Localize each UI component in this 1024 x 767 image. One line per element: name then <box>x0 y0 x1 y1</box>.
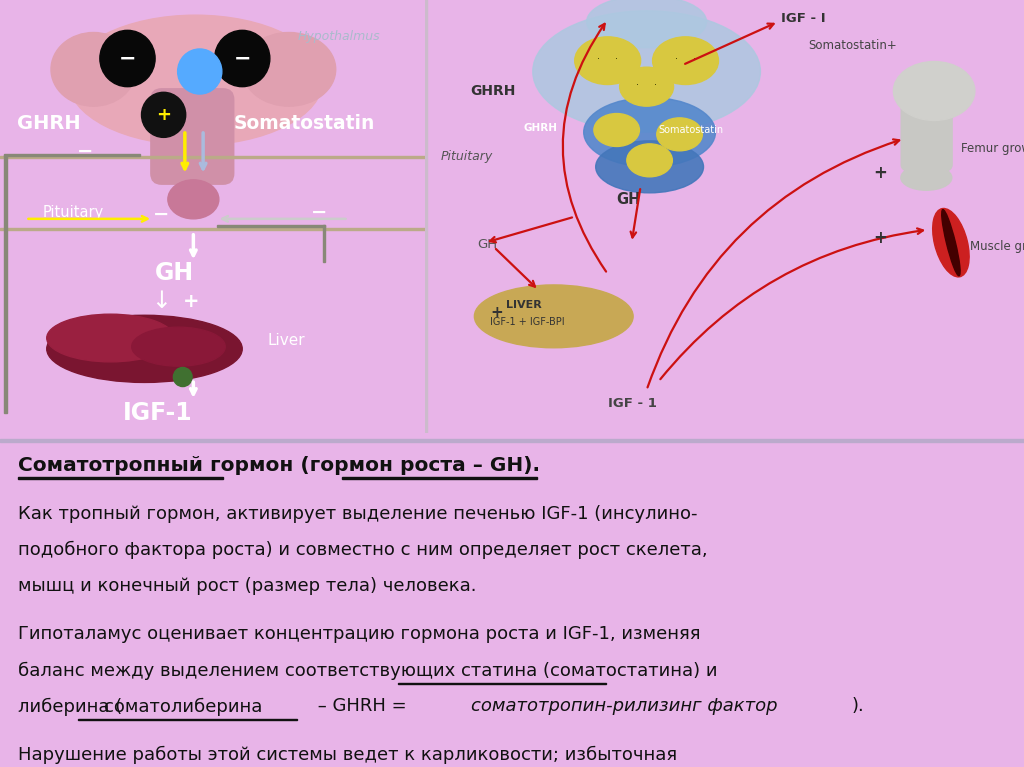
Text: +: + <box>873 164 887 183</box>
Text: мышц и конечный рост (размер тела) человека.: мышц и конечный рост (размер тела) челов… <box>18 577 477 594</box>
Ellipse shape <box>942 209 961 276</box>
Text: IGF - I: IGF - I <box>781 12 826 25</box>
Circle shape <box>215 31 270 87</box>
Bar <box>425 0 427 433</box>
Ellipse shape <box>584 97 716 167</box>
Text: IGF-1: IGF-1 <box>123 400 193 425</box>
Bar <box>0 228 425 229</box>
Text: ↓: ↓ <box>152 289 171 313</box>
Text: либерина (: либерина ( <box>18 697 123 716</box>
Text: .: . <box>654 77 657 87</box>
Ellipse shape <box>587 0 707 48</box>
Text: −: − <box>119 48 136 68</box>
Text: −: − <box>233 48 251 68</box>
Circle shape <box>627 144 673 177</box>
Text: +: + <box>156 106 171 123</box>
Text: GHRH: GHRH <box>17 114 81 133</box>
Text: Somatostatin+: Somatostatin+ <box>808 39 897 52</box>
Bar <box>4 155 7 413</box>
Text: GHRH: GHRH <box>470 84 515 98</box>
Text: GH: GH <box>155 261 194 285</box>
Bar <box>0 156 425 158</box>
Text: Muscle growth: Muscle growth <box>970 239 1024 252</box>
Text: – GHRH =: – GHRH = <box>312 697 413 716</box>
Ellipse shape <box>168 179 219 219</box>
Text: Нарушение работы этой системы ведет к карликовости; избыточная: Нарушение работы этой системы ведет к ка… <box>18 746 678 764</box>
Text: Somatostatin: Somatostatin <box>658 125 724 135</box>
Text: GH: GH <box>477 239 498 252</box>
Bar <box>342 477 537 479</box>
Bar <box>323 225 325 262</box>
Text: +: + <box>490 305 503 321</box>
Text: Hypothalmus: Hypothalmus <box>297 31 380 43</box>
Ellipse shape <box>68 15 323 145</box>
Circle shape <box>177 49 222 94</box>
Circle shape <box>656 118 702 151</box>
Text: Гипоталамус оценивает концентрацию гормона роста и IGF-1, изменяя: Гипоталамус оценивает концентрацию гормо… <box>18 625 701 644</box>
Text: Liver: Liver <box>267 333 305 347</box>
Ellipse shape <box>51 32 136 106</box>
Ellipse shape <box>933 209 969 277</box>
Text: .: . <box>597 51 600 61</box>
Text: соматолиберина: соматолиберина <box>104 697 263 716</box>
Text: +: + <box>183 291 200 311</box>
Text: баланс между выделением соответствующих статина (соматостатина) и: баланс между выделением соответствующих … <box>18 661 718 680</box>
Text: IGF - 1: IGF - 1 <box>607 397 656 410</box>
Circle shape <box>173 367 193 387</box>
FancyBboxPatch shape <box>151 89 233 184</box>
Bar <box>217 225 325 227</box>
Ellipse shape <box>132 328 225 366</box>
Circle shape <box>100 31 155 87</box>
Text: Pituitary: Pituitary <box>440 150 493 163</box>
Ellipse shape <box>532 11 761 132</box>
Ellipse shape <box>596 141 703 193</box>
Text: подобного фактора роста) и совместно с ним определяет рост скелета,: подобного фактора роста) и совместно с н… <box>18 541 708 559</box>
Text: −: − <box>310 202 327 222</box>
Text: Pituitary: Pituitary <box>43 205 103 220</box>
Circle shape <box>893 61 975 120</box>
Text: .: . <box>615 51 618 61</box>
Bar <box>18 477 223 479</box>
Ellipse shape <box>47 314 174 362</box>
Bar <box>4 154 140 156</box>
Bar <box>0 439 1024 442</box>
Circle shape <box>594 114 639 146</box>
Text: .: . <box>675 51 678 61</box>
Text: ).: ). <box>852 697 864 716</box>
Text: Somatostatin: Somatostatin <box>233 114 375 133</box>
Text: соматотропин-рилизинг фактор: соматотропин-рилизинг фактор <box>471 697 777 716</box>
Text: −: − <box>154 205 170 224</box>
Text: .: . <box>693 51 696 61</box>
Circle shape <box>141 92 185 137</box>
Text: GH: GH <box>616 192 641 207</box>
Text: IGF-1 + IGF-BPI: IGF-1 + IGF-BPI <box>489 317 564 327</box>
Text: LIVER: LIVER <box>506 300 542 310</box>
Ellipse shape <box>474 285 633 347</box>
Ellipse shape <box>243 32 336 106</box>
Text: Соматотропный гормон (гормон роста – GH).: Соматотропный гормон (гормон роста – GH)… <box>18 456 541 475</box>
Circle shape <box>620 67 674 106</box>
Text: .: . <box>636 77 639 87</box>
Text: +: + <box>873 229 887 247</box>
Text: Как тропный гормон, активирует выделение печенью IGF-1 (инсулино-: Как тропный гормон, активирует выделение… <box>18 505 698 522</box>
Text: GHRH: GHRH <box>524 123 558 133</box>
FancyBboxPatch shape <box>901 91 952 171</box>
Circle shape <box>652 37 719 84</box>
Text: −: − <box>77 142 93 161</box>
Ellipse shape <box>47 315 243 383</box>
Circle shape <box>574 37 641 84</box>
Bar <box>398 683 606 684</box>
Bar <box>78 719 297 720</box>
Ellipse shape <box>901 165 952 190</box>
Text: Femur growth: Femur growth <box>962 142 1024 155</box>
